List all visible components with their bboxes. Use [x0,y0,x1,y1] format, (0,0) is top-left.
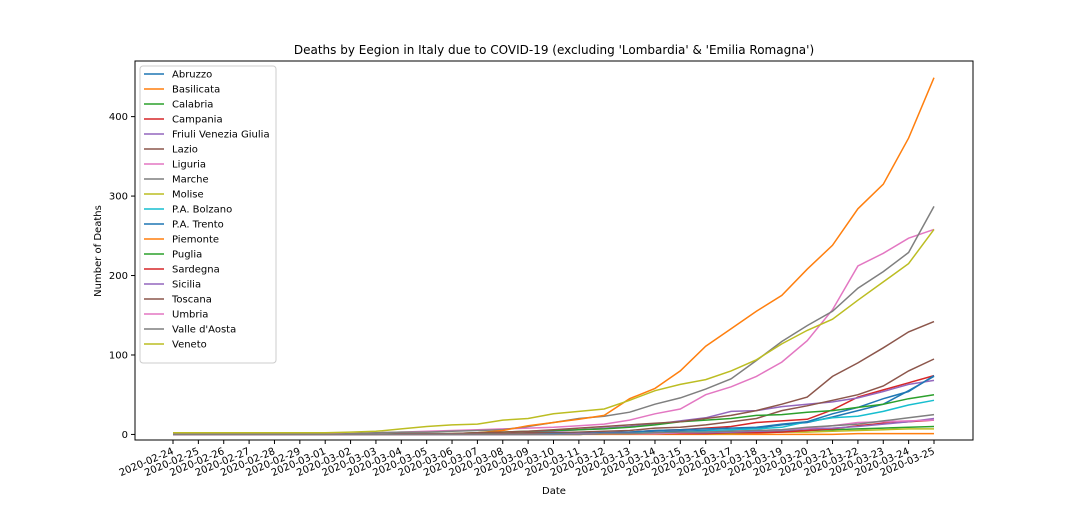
y-tick-label-2: 200 [109,271,128,282]
legend-label-15: Toscana [171,295,212,306]
series-line-17 [173,413,935,436]
legend: Abruzzo Basilicata Calabria Campania Friuli … [139,65,277,364]
y-axis-label: Number of Deaths [93,205,104,297]
x-axis-label: Date [542,486,566,497]
legend-label-8: Molise [172,190,204,201]
series-line-7 [173,206,935,436]
y-tick-label-3: 300 [109,192,128,203]
series-line-11 [173,77,935,436]
legend-box [139,65,277,364]
legend-label-3: Campania [172,115,223,126]
y-tick-label-4: 400 [109,112,128,123]
legend-label-10: P.A. Trento [172,220,224,231]
y-tick-label-1: 100 [109,350,128,361]
series-line-18 [173,228,935,434]
series-lines [173,77,935,436]
series-line-6 [173,228,935,436]
legend-label-13: Sardegna [172,265,220,276]
y-axis-ticks: 0 100 200 300 400 [109,112,135,441]
y-tick-label-0: 0 [122,430,128,441]
legend-label-16: Umbria [172,310,208,321]
series-line-3 [173,374,935,436]
series-line-10 [173,374,935,436]
legend-label-2: Calabria [172,100,213,111]
legend-label-18: Veneto [172,340,207,351]
legend-label-0: Abruzzo [172,70,212,81]
legend-label-6: Liguria [172,160,206,171]
legend-label-11: Piemonte [172,235,219,246]
legend-label-17: Valle d'Aosta [172,325,236,336]
x-axis-ticks: 2020-02-242020-02-252020-02-262020-02-27… [118,440,937,479]
legend-label-14: Sicilia [172,280,201,291]
legend-label-9: P.A. Bolzano [172,205,232,216]
legend-label-4: Friuli Venezia Giulia [172,130,270,141]
legend-label-12: Puglia [172,250,202,261]
chart-title: Deaths by Eegion in Italy due to COVID-1… [294,43,814,57]
legend-label-5: Lazio [172,145,198,156]
series-line-0 [173,375,935,436]
legend-label-7: Marche [172,175,209,186]
legend-label-1: Basilicata [172,85,220,96]
